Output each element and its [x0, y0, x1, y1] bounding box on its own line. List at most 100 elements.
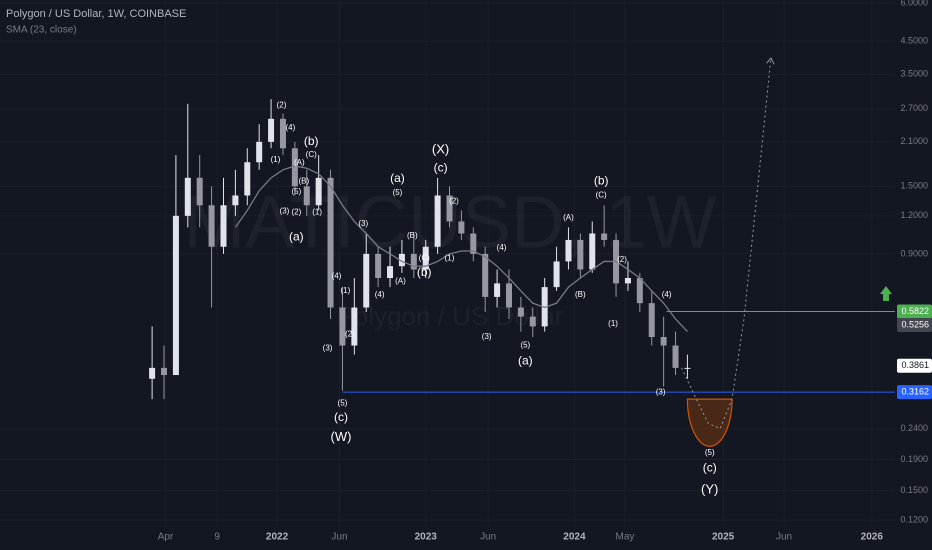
candle-body — [648, 303, 655, 337]
wave-label: (B) — [575, 290, 586, 299]
x-tick-label: 2026 — [861, 532, 884, 543]
wave-label: (b) — [594, 173, 609, 187]
x-tick-label: 2022 — [266, 532, 289, 543]
wave-label: (C) — [306, 150, 317, 159]
wave-label: (1) — [312, 208, 322, 217]
candle-body — [434, 195, 441, 247]
y-tick-label: 1.2000 — [900, 210, 928, 220]
wave-label: (2) — [617, 255, 627, 264]
x-tick-label: Jun — [480, 532, 496, 543]
wave-label: (5) — [393, 188, 403, 197]
price-label-box — [897, 317, 932, 332]
candle-body — [208, 205, 215, 247]
x-tick-label: 9 — [214, 532, 220, 543]
watermark-group: MATICUSD, 1W Polygon / US Dollar — [183, 181, 716, 331]
wave-label: (1) — [271, 155, 281, 164]
candle-body — [291, 148, 298, 187]
watermark: Polygon / US Dollar — [337, 301, 564, 331]
wave-label: (1) — [608, 319, 618, 328]
wave-label: (c) — [434, 160, 448, 174]
projection-path — [681, 60, 770, 430]
wave-label: (3) — [656, 387, 666, 396]
candle-body — [184, 177, 191, 216]
price-label: 0.3861 — [901, 360, 929, 370]
price-label-box — [897, 385, 932, 400]
candle-body — [446, 195, 453, 222]
x-tick-label: May — [616, 532, 635, 543]
candle-body — [279, 118, 286, 149]
wave-label: (B) — [407, 231, 418, 240]
wave-label: (4) — [286, 123, 296, 132]
wave-label: (5) — [291, 187, 301, 196]
candle-body — [196, 177, 203, 206]
x-tick-label: 2025 — [712, 532, 735, 543]
candle-body — [232, 195, 239, 206]
candle-body — [244, 162, 251, 196]
y-tick-label: 0.2400 — [900, 423, 928, 433]
wave-label: (C) — [596, 191, 607, 200]
candle-body — [149, 367, 156, 379]
chart-title: Polygon / US Dollar, 1W, COINBASE — [6, 8, 186, 20]
wave-label: (A) — [294, 158, 305, 167]
candle-body — [541, 287, 548, 327]
candle-body — [422, 246, 429, 270]
candle-body — [684, 367, 691, 369]
price-label: 0.5822 — [901, 306, 929, 316]
price-label: 0.5256 — [901, 319, 929, 329]
y-tick-label: 0.1200 — [900, 515, 928, 525]
candle-body — [601, 233, 608, 240]
wave-label: (c) — [703, 460, 717, 474]
wave-label: (3) — [358, 219, 368, 228]
wave-label: (C) — [419, 253, 430, 262]
candle-body — [410, 253, 417, 270]
candle-body — [303, 186, 310, 206]
candle-body — [351, 307, 358, 346]
candle-body — [315, 177, 322, 206]
axes: 6.0000 4.5000 3.5000 2.7000 2.1000 1.5000 1.20… — [158, 0, 932, 543]
price-label-box — [897, 304, 932, 319]
candle-body — [494, 283, 501, 297]
x-tick-label: 2023 — [415, 532, 438, 543]
price-label-box — [897, 358, 932, 373]
candle-body — [220, 205, 227, 247]
wave-label: (b) — [304, 134, 319, 148]
candle-body — [565, 239, 572, 262]
candle-body — [482, 253, 489, 297]
wave-label: (3) — [280, 207, 290, 216]
y-tick-label: 2.1000 — [900, 136, 928, 146]
wave-label: (4) — [662, 290, 672, 299]
y-tick-label: 0.9000 — [900, 248, 928, 258]
wave-label: (A) — [395, 277, 406, 286]
wave-label: (2) — [345, 329, 355, 338]
candle-body — [529, 316, 536, 327]
wave-label: (4) — [497, 243, 507, 252]
wave-label: (3) — [323, 344, 333, 353]
wave-label: (4) — [332, 271, 342, 280]
candle-body — [660, 336, 667, 346]
wave-label: (W) — [330, 429, 351, 444]
wave-label: (c) — [334, 410, 348, 424]
wave-label: (5) — [338, 399, 348, 408]
candle-body — [387, 266, 394, 278]
wave-label: (B) — [298, 176, 309, 185]
candle-body — [172, 215, 179, 376]
candle-body — [327, 177, 334, 308]
wave-label: (4) — [375, 290, 385, 299]
wave-label: (5) — [705, 448, 715, 457]
candle-body — [672, 345, 679, 368]
y-tick-label: 6.0000 — [900, 0, 928, 7]
candle-body — [256, 141, 263, 163]
up-arrow-icon — [880, 286, 892, 301]
candle-body — [458, 221, 465, 234]
wave-label: (5) — [520, 341, 530, 350]
wave-label: (1) — [445, 253, 455, 262]
wave-label: (2) — [291, 208, 301, 217]
y-tick-label: 4.5000 — [900, 35, 928, 45]
wave-label: (X) — [432, 142, 449, 157]
candle-body — [470, 233, 477, 254]
price-label: 0.3162 — [901, 387, 929, 397]
candle-body — [517, 307, 524, 317]
wave-label: (2) — [449, 196, 459, 205]
wave-label: (3) — [482, 332, 492, 341]
